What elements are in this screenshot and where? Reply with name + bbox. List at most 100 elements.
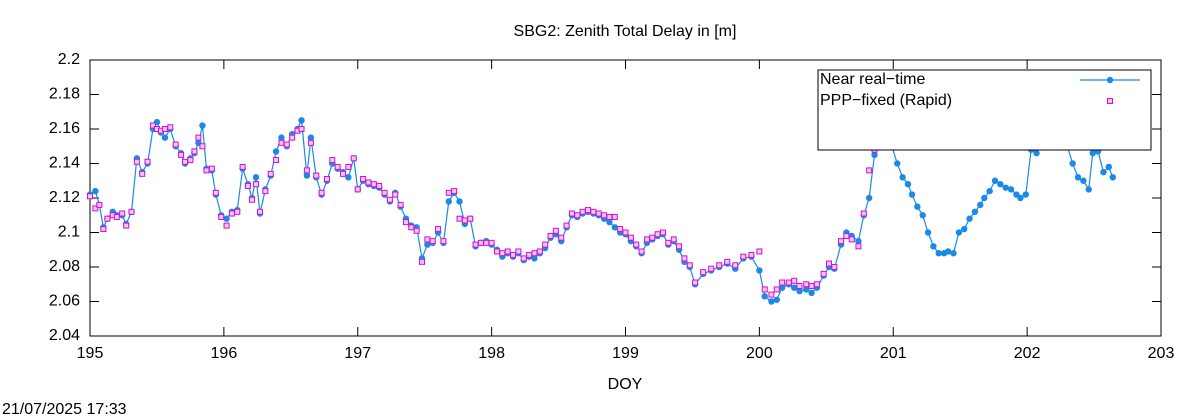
data-point [128,208,135,215]
data-point [1074,174,1082,181]
data-point [445,189,452,196]
data-point [904,181,912,188]
data-point [606,213,613,220]
data-point [601,212,608,219]
data-point [345,163,352,170]
x-tick-label: 199 [612,345,639,362]
data-point [413,227,420,234]
data-point [871,151,878,159]
x-tick-label: 196 [211,345,238,362]
data-point [778,284,786,291]
data-point [365,179,372,186]
data-point [520,255,527,262]
data-point [531,255,538,262]
data-point [195,134,202,141]
x-tick-label: 201 [880,345,907,362]
data-point [92,187,99,195]
data-point [950,250,957,257]
data-point [1022,191,1029,198]
data-point [252,174,260,181]
data-point [397,201,404,208]
data-point [740,253,747,260]
data-point [899,174,906,181]
data-point [278,139,285,146]
data-point [627,234,634,241]
data-point [504,248,511,255]
data-point [440,238,447,245]
data-point [303,172,311,179]
data-point [866,167,873,174]
data-point [191,148,198,155]
data-point [283,141,290,148]
data-point [167,124,174,131]
data-point [278,134,285,141]
data-point [445,198,452,205]
legend-marker [1107,98,1113,104]
data-point [113,213,120,220]
data-point [692,279,699,286]
data-point [429,238,436,245]
data-point [665,239,672,246]
data-point [461,217,468,224]
data-point [654,231,661,238]
data-point [119,210,126,217]
data-point [831,264,838,270]
data-point [267,170,274,177]
data-point [323,176,330,183]
data-point [467,215,474,222]
data-point [997,181,1004,188]
y-tick-label: 2.08 [49,258,80,275]
data-point [376,182,383,189]
data-point [633,241,640,248]
data-point [510,251,517,258]
x-tick-label: 197 [344,345,371,362]
data-point [860,210,867,217]
data-point [894,160,901,167]
data-point [966,215,973,222]
x-axis-label: DOY [608,376,643,393]
data-point [161,126,168,132]
data-point [761,286,768,293]
data-point [483,239,490,246]
data-point [803,281,810,288]
x-tick-label: 195 [77,345,104,362]
data-point [223,215,230,222]
data-point [199,122,206,129]
legend-label: PPP−fixed (Rapid) [820,92,952,109]
data-point [289,134,296,141]
data-point [761,293,768,300]
data-point [345,174,352,181]
data-point [606,218,613,226]
data-point [493,248,500,255]
data-point [908,191,916,198]
data-point [855,237,862,245]
data-point [1085,186,1092,193]
data-point [386,196,393,203]
data-point [756,248,763,255]
data-point [708,265,715,272]
data-point [199,143,206,150]
data-point [1017,194,1024,202]
data-point [350,155,357,162]
data-point [1080,177,1087,184]
y-tick-label: 2.16 [49,120,80,137]
legend-box [817,69,1152,151]
y-tick-label: 2.14 [49,155,80,172]
data-point [318,189,325,196]
data-point [381,189,388,196]
data-point [971,208,979,215]
data-point [218,213,225,220]
data-point [796,287,803,295]
data-point [92,205,99,212]
data-point [977,201,984,209]
y-tick-label: 2.12 [49,189,80,206]
data-point [773,296,780,303]
data-point [262,188,269,195]
data-point [981,194,988,202]
data-point [649,234,656,241]
data-point [123,222,130,229]
data-point [307,134,315,141]
data-point [239,163,246,170]
data-point [986,187,993,195]
